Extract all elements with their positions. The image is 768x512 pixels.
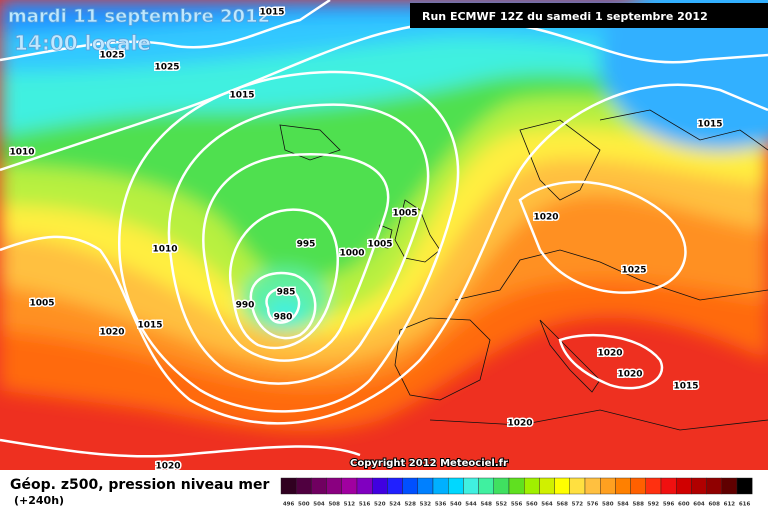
isobar-label: 1020 [617,370,642,380]
legend-value: 564 [541,502,553,508]
legend-swatch [584,477,601,495]
legend-swatch [736,477,753,495]
legend-value: 588 [632,502,644,508]
legend-value: 496 [283,502,295,508]
legend-value: 600 [678,502,690,508]
legend-value: 532 [420,502,432,508]
legend-value: 536 [435,502,447,508]
legend-value: 528 [404,502,416,508]
isobar-label: 1025 [99,51,124,61]
legend-value: 504 [313,502,325,508]
isobar-label: 980 [274,313,293,323]
map-date: mardi 11 septembre 2012 [8,6,270,27]
isobar-label: 1015 [673,382,698,392]
run-banner [410,3,768,28]
run-info: Run ECMWF 12Z du samedi 1 septembre 2012 [422,10,708,23]
isobar-label: 995 [297,240,316,250]
legend-swatch [387,477,403,495]
legend-value: 520 [374,502,386,508]
legend-value: 508 [328,502,340,508]
legend-swatch [463,477,479,495]
legend-scale: 496 500 504 508 512 516 520 524 528 532 536 540 544 5… [280,477,753,508]
legend-swatch [600,477,616,495]
legend-value: 516 [359,502,371,508]
isobar-label: 1025 [621,266,646,276]
legend-value: 608 [708,502,720,508]
legend-value: 580 [602,502,614,508]
legend-swatch [554,477,570,495]
legend-swatch [326,477,343,495]
isobar-label: 1020 [99,328,124,338]
legend-value: 500 [298,502,310,508]
isobar-label: 1010 [152,245,177,255]
isobar-label: 1000 [339,249,364,259]
legend-value: 584 [617,502,629,508]
legend-title: Géop. z500, pression niveau mer [10,477,269,493]
legend-value: 596 [663,502,675,508]
legend-swatch [296,477,312,495]
legend-lead: (+240h) [14,494,64,507]
map-time: 14:00 locale [14,31,151,55]
legend-swatch [569,477,586,495]
isobar-label: 1020 [155,462,180,472]
legend-swatch [432,477,449,495]
legend-swatch [660,477,677,495]
isobar-label: 1005 [392,209,417,219]
legend-swatch [280,477,297,495]
legend-value: 616 [739,502,751,508]
isobar-label: 1020 [533,213,558,223]
legend-swatch [341,477,358,495]
isobar-label: 990 [236,301,255,311]
isobar-label: 1010 [9,148,34,158]
isobar-label: 1025 [154,63,179,73]
legend-swatch [524,477,540,495]
legend-value: 540 [450,502,462,508]
legend-swatch [645,477,662,495]
legend-swatch [691,477,707,495]
legend-value: 612 [724,502,736,508]
legend-value: 548 [480,502,492,508]
legend-swatch [539,477,555,495]
legend-swatch [721,477,738,495]
legend-swatch [493,477,510,495]
map [0,0,768,470]
legend-value: 560 [526,502,538,508]
legend-value: 592 [648,502,660,508]
legend-value: 552 [496,502,508,508]
legend-swatch [402,477,419,495]
isobar-label: 1015 [259,8,284,18]
legend-value: 568 [556,502,568,508]
isobar-label: 1015 [697,120,722,130]
isobar-label: 1015 [229,91,254,101]
legend-swatch [508,477,525,495]
isobars [0,0,768,458]
legend-value: 604 [693,502,705,508]
copyright: Copyright 2012 Meteociel.fr [350,458,508,469]
isobar-label: 1020 [597,349,622,359]
legend-swatch [478,477,495,495]
legend-value: 512 [344,502,356,508]
legend-value: 544 [465,502,477,508]
isobar-labels: 1015 1025 1025 1015 1010 1015 1005 1020 1010 995 1… [8,6,724,473]
legend-value: 556 [511,502,523,508]
legend-swatch [706,477,722,495]
legend-swatch [372,477,388,495]
legend-swatch [311,477,327,495]
legend-swatch [356,477,373,495]
legend-swatch [417,477,434,495]
legend-swatch [676,477,692,495]
isobar-label: 985 [277,288,296,298]
legend-value: 576 [587,502,599,508]
legend-value: 572 [572,502,584,508]
isobar-label: 1015 [137,321,162,331]
legend-swatch [630,477,646,495]
legend-swatch [448,477,464,495]
isobar-label: 1020 [507,419,532,429]
isobar-label: 1005 [367,240,392,250]
legend-swatch [615,477,631,495]
legend-value: 524 [389,502,401,508]
coastlines [279,109,768,431]
isobar-label: 1005 [29,299,54,309]
